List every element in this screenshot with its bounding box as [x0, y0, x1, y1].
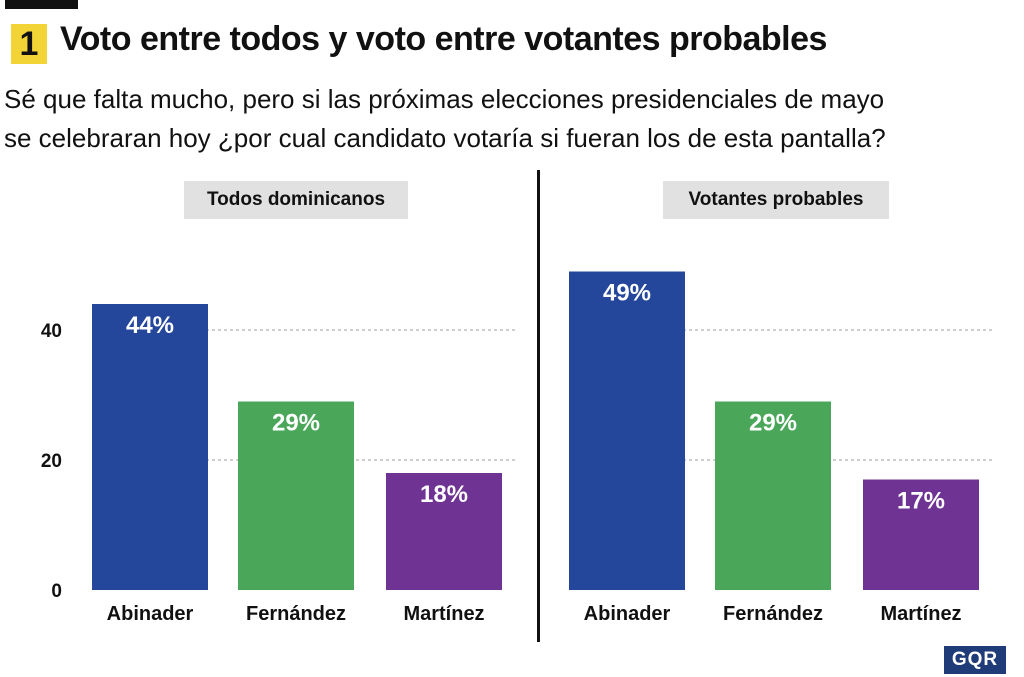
y-tick-label: 0: [51, 581, 62, 602]
survey-question-line-1: Sé que falta mucho, pero si las próximas…: [4, 84, 885, 114]
panel-divider: [537, 170, 540, 642]
survey-question: Sé que falta mucho, pero si las próximas…: [4, 80, 1014, 158]
y-tick-label: 40: [41, 321, 62, 342]
gqr-logo: GQR: [944, 646, 1006, 674]
x-category-label: Martínez: [403, 603, 484, 625]
page-title: Voto entre todos y voto entre votantes p…: [60, 20, 827, 58]
bar-value-label: 44%: [126, 312, 174, 339]
x-category-label: Fernández: [723, 603, 823, 625]
bar-abinader: [92, 304, 208, 590]
bar-value-label: 18%: [420, 481, 468, 508]
x-category-label: Martínez: [880, 603, 961, 625]
chart-number-badge: 1: [11, 24, 47, 64]
bar-abinader: [569, 271, 685, 590]
x-category-label: Abinader: [107, 603, 194, 625]
bar-fernndez: [715, 401, 831, 590]
bar-martnez: [863, 479, 979, 590]
survey-question-line-2: se celebraran hoy ¿por cual candidato vo…: [4, 123, 886, 153]
bar-value-label: 49%: [603, 280, 651, 307]
y-tick-label: 20: [41, 451, 62, 472]
bar-martnez: [386, 473, 502, 590]
header-accent-bar: [5, 0, 78, 9]
panel-label-todos-dominicanos: Todos dominicanos: [184, 181, 408, 219]
panel-label-votantes-probables: Votantes probables: [663, 181, 889, 219]
x-category-label: Fernández: [246, 603, 346, 625]
bar-value-label: 29%: [272, 410, 320, 437]
x-category-label: Abinader: [584, 603, 671, 625]
bar-value-label: 17%: [897, 488, 945, 515]
bar-fernndez: [238, 401, 354, 590]
bar-value-label: 29%: [749, 410, 797, 437]
